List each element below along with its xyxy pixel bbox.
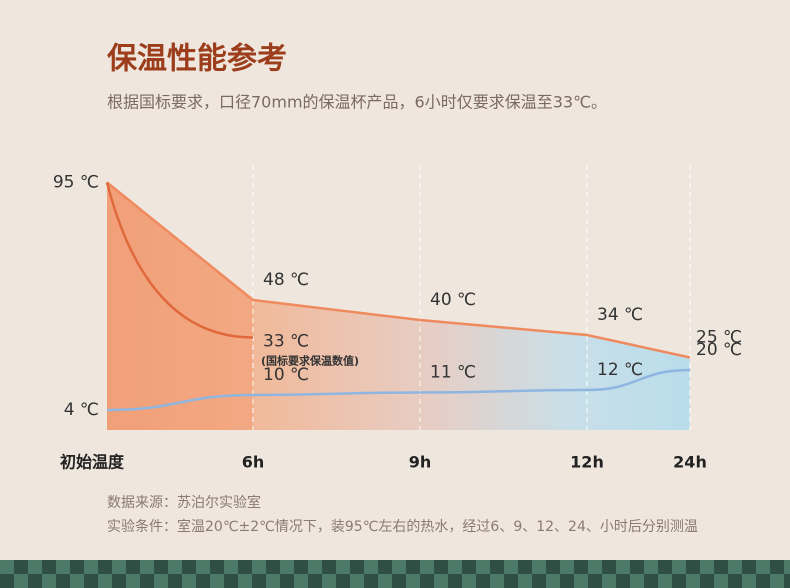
data-label: 20 ℃	[696, 340, 742, 360]
title: 保温性能参考	[107, 42, 287, 77]
data-label: 95 ℃	[53, 173, 99, 193]
x-tick-label: 24h	[673, 453, 707, 472]
decor-band	[0, 560, 790, 588]
series-line	[106, 181, 691, 359]
data-label: 48 ℃	[263, 270, 309, 290]
data-label: 12 ℃	[597, 360, 643, 380]
data-label: 25 ℃	[696, 328, 742, 348]
area	[107, 182, 690, 430]
footnote: 数据来源：苏泊尔实验室	[107, 494, 261, 511]
footnote: 实验条件：室温20℃±2℃情况下，装95℃左右的热水，经过6、9、12、24、小…	[107, 518, 698, 535]
series-line	[106, 368, 691, 412]
data-label: 33 ℃	[263, 332, 309, 352]
data-label: 11 ℃	[430, 363, 476, 383]
plot: 95 ℃ 48 ℃ 40 ℃ 34 ℃ 25 ℃ 33 ℃ 4 ℃ 10 ℃ 11 ℃ 12 ℃ 2…	[53, 165, 742, 472]
x-tick-label: 9h	[409, 453, 432, 472]
series-line	[105, 182, 254, 339]
data-label: 4 ℃	[64, 400, 99, 420]
data-label: 40 ℃	[430, 290, 476, 310]
x-tick-label: 6h	[242, 453, 265, 472]
x-tick-label: 12h	[570, 453, 604, 472]
annotation: (国标要求保温数值)	[261, 354, 359, 368]
x-tick-label: 初始温度	[60, 453, 125, 472]
subtitle: 根据国标要求，口径70mm的保温杯产品，6小时仅要求保温至33℃。	[107, 93, 607, 112]
data-label: 10 ℃	[263, 365, 309, 385]
data-label: 34 ℃	[597, 305, 643, 325]
